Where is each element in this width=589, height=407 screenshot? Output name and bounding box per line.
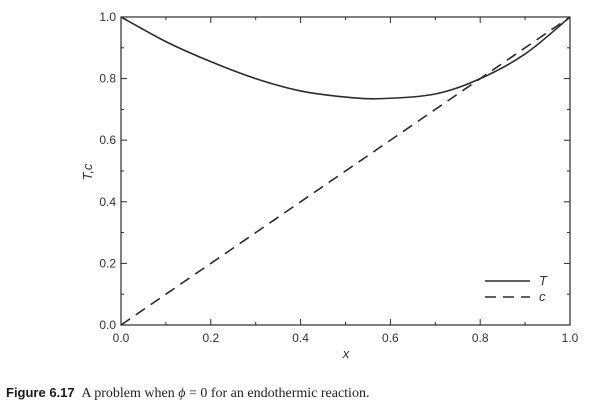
x-tick-label: 0.2 <box>202 331 219 345</box>
y-tick-label: 0.0 <box>99 318 116 332</box>
series-c-line <box>120 16 571 326</box>
x-tick-label: 1.0 <box>562 331 579 345</box>
x-tick-label: 0.0 <box>113 331 130 345</box>
figure-caption-label: Figure 6.17 <box>6 385 75 400</box>
figure-caption: Figure 6.17 A problem when ϕ = 0 for an … <box>6 385 369 402</box>
y-tick-label: 1.0 <box>99 10 116 24</box>
legend-label-T: T <box>539 273 548 288</box>
y-axis-label: T,c <box>80 163 95 180</box>
figure-caption-text: A problem when ϕ = 0 for an endothermic … <box>81 386 369 401</box>
caption-phi-symbol: ϕ <box>178 386 186 401</box>
series-T-line <box>120 16 571 100</box>
caption-text-after: = 0 for an endothermic reaction. <box>185 386 370 401</box>
chart: 0.0 0.2 0.4 0.6 0.8 1.00.00.20.40.60.81.0 Tc … <box>80 10 579 361</box>
series-lines <box>120 16 571 326</box>
y-tick-label: 0.8 <box>99 72 116 86</box>
legend-label-c: c <box>539 289 546 304</box>
y-tick-label: 0.2 <box>99 256 116 270</box>
y-tick-label: 0.6 <box>99 133 116 147</box>
x-tick-label: 0.6 <box>382 331 399 345</box>
x-tick-label: 0.8 <box>472 331 489 345</box>
axis-ticks: 0.0 0.2 0.4 0.6 0.8 1.0 0.0 0.2 0.4 0.6 0.8 1.0 <box>99 10 578 345</box>
x-tick-label: 0.4 <box>292 331 309 345</box>
x-axis-label: x <box>342 346 350 361</box>
legend: Tc <box>485 273 548 304</box>
caption-text-before: A problem when <box>81 386 179 401</box>
y-tick-label: 0.4 <box>99 195 116 209</box>
